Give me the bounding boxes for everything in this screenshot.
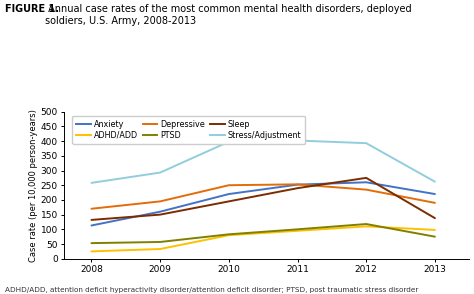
Text: ADHD/ADD, attention deficit hyperactivity disorder/attention deficit disorder; P: ADHD/ADD, attention deficit hyperactivit… [5,287,418,293]
Legend: Anxiety, ADHD/ADD, Depressive, PTSD, Sleep, Stress/Adjustment: Anxiety, ADHD/ADD, Depressive, PTSD, Sle… [72,116,305,144]
Text: Annual case rates of the most common mental health disorders, deployed
soldiers,: Annual case rates of the most common men… [45,4,411,26]
Y-axis label: Case rate (per 10,000 person-years): Case rate (per 10,000 person-years) [29,109,38,262]
Text: FIGURE 1.: FIGURE 1. [5,4,59,14]
